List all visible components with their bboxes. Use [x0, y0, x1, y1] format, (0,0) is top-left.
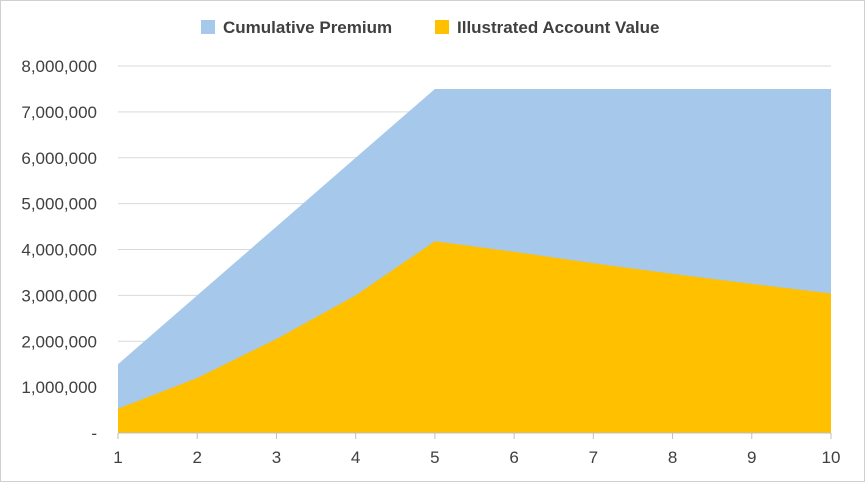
x-tick-label: 4: [351, 448, 360, 467]
axes: - 1,000,000 2,000,000 3,000,000 4,000,000 5,0…: [21, 57, 840, 467]
legend-swatch-illustrated-account-value: [435, 20, 449, 34]
y-tick-label: 6,000,000: [21, 149, 97, 168]
legend-label-illustrated-account-value: Illustrated Account Value: [457, 18, 659, 37]
y-tick-label: 3,000,000: [21, 286, 97, 305]
y-tick-label: 1,000,000: [21, 378, 97, 397]
x-tick-label: 9: [747, 448, 756, 467]
plot-areas: [118, 88, 831, 433]
legend-swatch-cumulative-premium: [201, 20, 215, 34]
y-tick-label: 8,000,000: [21, 57, 97, 76]
x-tick-label: 7: [589, 448, 598, 467]
x-tick-label: 2: [192, 448, 201, 467]
legend: Cumulative Premium Illustrated Account V…: [201, 18, 659, 37]
y-tick-label: 4,000,000: [21, 241, 97, 260]
area-illustrated-account-value: [118, 241, 831, 433]
x-tick-label: 8: [668, 448, 677, 467]
y-tick-label: 7,000,000: [21, 103, 97, 122]
y-tick-label: 5,000,000: [21, 195, 97, 214]
legend-label-cumulative-premium: Cumulative Premium: [223, 18, 392, 37]
y-tick-label: -: [91, 424, 97, 443]
x-tick-label: 10: [822, 448, 841, 467]
x-tick-label: 3: [272, 448, 281, 467]
y-tick-label: 2,000,000: [21, 332, 97, 351]
x-tick-label: 6: [509, 448, 518, 467]
x-tick-label: 5: [430, 448, 439, 467]
x-tick-label: 1: [113, 448, 122, 467]
